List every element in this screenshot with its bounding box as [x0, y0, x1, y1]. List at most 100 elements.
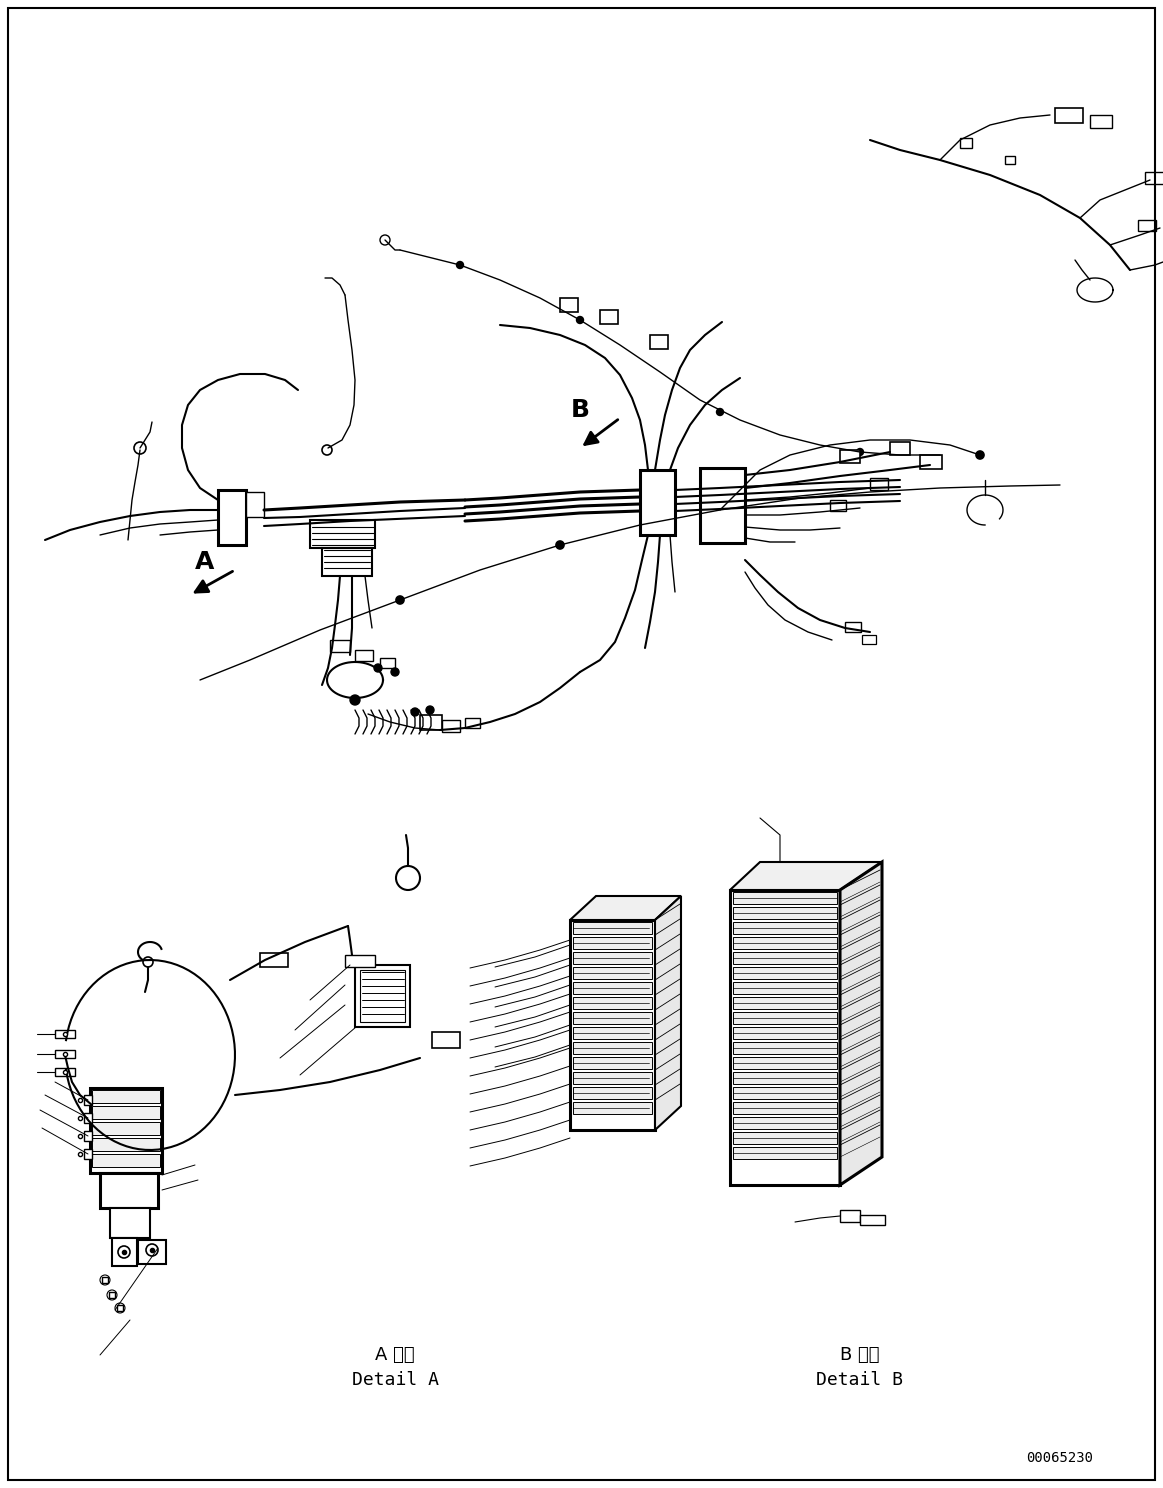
- Bar: [1146, 173, 1163, 185]
- Text: Detail A: Detail A: [351, 1370, 438, 1388]
- Bar: [830, 500, 846, 510]
- Bar: [733, 1027, 837, 1039]
- Bar: [92, 1106, 160, 1119]
- Bar: [600, 310, 618, 324]
- Bar: [110, 1208, 150, 1238]
- Circle shape: [374, 664, 381, 673]
- Circle shape: [395, 597, 404, 604]
- Circle shape: [577, 317, 584, 323]
- Bar: [890, 442, 909, 455]
- Bar: [959, 138, 972, 147]
- Text: Detail B: Detail B: [816, 1370, 904, 1388]
- Bar: [573, 1027, 652, 1039]
- Bar: [55, 1051, 74, 1058]
- Bar: [84, 1131, 92, 1141]
- Bar: [355, 966, 411, 1027]
- Bar: [138, 1240, 166, 1263]
- Bar: [862, 635, 876, 644]
- Polygon shape: [840, 862, 882, 1184]
- Bar: [261, 952, 288, 967]
- Circle shape: [976, 451, 984, 458]
- Bar: [650, 335, 668, 350]
- Bar: [859, 1216, 885, 1225]
- Bar: [1005, 156, 1015, 164]
- Bar: [733, 891, 837, 905]
- Bar: [217, 490, 247, 545]
- Bar: [442, 720, 461, 732]
- Bar: [570, 920, 655, 1129]
- Bar: [345, 955, 374, 967]
- Circle shape: [457, 262, 464, 268]
- Bar: [733, 967, 837, 979]
- Bar: [573, 937, 652, 949]
- Bar: [330, 640, 350, 652]
- Circle shape: [426, 705, 434, 714]
- Circle shape: [556, 542, 564, 549]
- Bar: [355, 650, 373, 661]
- Bar: [573, 1042, 652, 1054]
- Bar: [870, 478, 889, 490]
- Bar: [573, 923, 652, 934]
- Bar: [733, 1117, 837, 1129]
- Bar: [733, 923, 837, 934]
- Bar: [846, 622, 861, 632]
- Bar: [84, 1113, 92, 1123]
- Bar: [573, 1012, 652, 1024]
- Bar: [431, 1033, 461, 1048]
- Bar: [573, 1103, 652, 1115]
- Bar: [733, 1147, 837, 1159]
- Polygon shape: [730, 862, 882, 890]
- Bar: [84, 1149, 92, 1159]
- Bar: [840, 449, 859, 463]
- Bar: [380, 658, 395, 668]
- Bar: [733, 937, 837, 949]
- Bar: [573, 1071, 652, 1083]
- Polygon shape: [570, 896, 682, 920]
- Bar: [92, 1122, 160, 1135]
- Bar: [840, 1210, 859, 1222]
- Circle shape: [856, 448, 863, 455]
- Bar: [573, 997, 652, 1009]
- Bar: [573, 967, 652, 979]
- Bar: [561, 298, 578, 312]
- Bar: [733, 1056, 837, 1068]
- Bar: [55, 1068, 74, 1076]
- Text: A: A: [195, 551, 215, 574]
- Bar: [92, 1091, 160, 1103]
- Text: 00065230: 00065230: [1027, 1451, 1093, 1466]
- Bar: [733, 1132, 837, 1144]
- Circle shape: [411, 708, 419, 716]
- Bar: [920, 455, 942, 469]
- Circle shape: [391, 668, 399, 676]
- Text: B 詳細: B 詳細: [840, 1347, 879, 1364]
- Bar: [573, 1056, 652, 1068]
- Bar: [361, 970, 405, 1022]
- Circle shape: [716, 409, 723, 415]
- Bar: [55, 1030, 74, 1039]
- Bar: [640, 470, 675, 536]
- Bar: [92, 1155, 160, 1167]
- Bar: [733, 1103, 837, 1115]
- Bar: [1090, 115, 1112, 128]
- Bar: [420, 716, 442, 731]
- Bar: [700, 469, 745, 543]
- Bar: [733, 1071, 837, 1083]
- Bar: [733, 1088, 837, 1100]
- Bar: [733, 1042, 837, 1054]
- Bar: [733, 997, 837, 1009]
- Bar: [573, 982, 652, 994]
- Bar: [84, 1095, 92, 1106]
- Text: B: B: [571, 397, 590, 423]
- Bar: [112, 1238, 137, 1266]
- Bar: [247, 493, 264, 516]
- Bar: [90, 1088, 162, 1173]
- Polygon shape: [655, 896, 682, 1129]
- Bar: [92, 1138, 160, 1152]
- Bar: [733, 952, 837, 964]
- Bar: [322, 548, 372, 576]
- Bar: [465, 719, 480, 728]
- Bar: [733, 908, 837, 920]
- Bar: [733, 982, 837, 994]
- Bar: [573, 952, 652, 964]
- Bar: [573, 1088, 652, 1100]
